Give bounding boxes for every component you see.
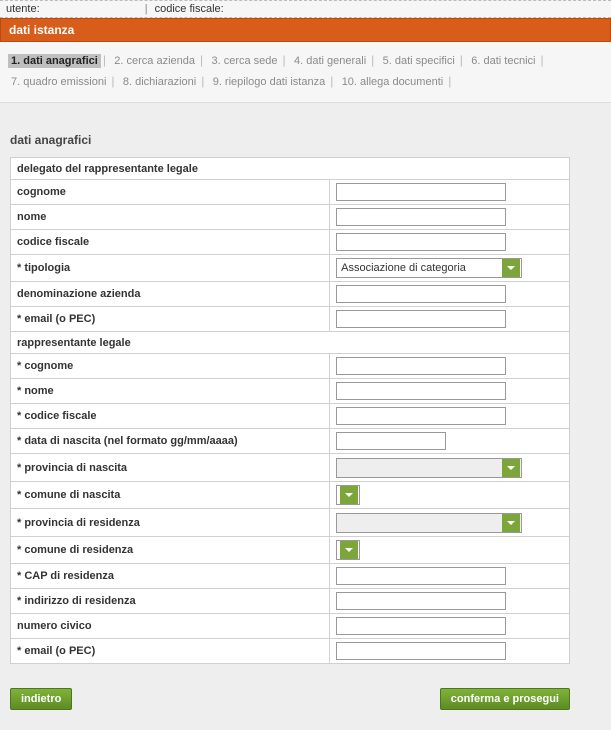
- select-r-com-nascita[interactable]: [336, 485, 360, 505]
- input-r-indirizzo[interactable]: [336, 592, 506, 610]
- input-r-civico[interactable]: [336, 617, 506, 635]
- chevron-down-icon: [502, 259, 520, 277]
- chevron-down-icon: [340, 541, 358, 559]
- label-nome: nome: [11, 205, 330, 230]
- wizard-step-6[interactable]: 6. dati tecnici: [468, 54, 538, 68]
- input-r-data-nascita[interactable]: [336, 432, 446, 450]
- form-title: dati anagrafici: [10, 133, 601, 147]
- chevron-down-icon: [502, 459, 520, 477]
- select-tipologia[interactable]: Associazione di categoria: [336, 258, 522, 278]
- select-tipologia-value: Associazione di categoria: [337, 262, 501, 274]
- label-r-prov-nascita: * provincia di nascita: [11, 454, 330, 482]
- input-nome[interactable]: [336, 208, 506, 226]
- topbar-separator: |: [145, 3, 148, 15]
- label-r-email-pec: * email (o PEC): [11, 639, 330, 664]
- wizard-step-2[interactable]: 2. cerca azienda: [111, 54, 198, 68]
- label-r-codice-fiscale: * codice fiscale: [11, 404, 330, 429]
- label-codice-fiscale: codice fiscale: [11, 230, 330, 255]
- wizard-step-5[interactable]: 5. dati specifici: [380, 54, 458, 68]
- anagrafici-form-table: delegato del rappresentante legale cogno…: [10, 157, 570, 664]
- label-r-prov-residenza: * provincia di residenza: [11, 509, 330, 537]
- wizard-step-10[interactable]: 10. allega documenti: [339, 75, 447, 89]
- label-r-com-nascita: * comune di nascita: [11, 482, 330, 509]
- input-r-codice-fiscale[interactable]: [336, 407, 506, 425]
- wizard-step-3[interactable]: 3. cerca sede: [208, 54, 280, 68]
- codice-fiscale-label: codice fiscale:: [155, 3, 224, 15]
- wizard-step-9[interactable]: 9. riepilogo dati istanza: [210, 75, 329, 89]
- label-cognome: cognome: [11, 180, 330, 205]
- confirm-next-button[interactable]: conferma e prosegui: [440, 688, 570, 710]
- wizard-step-7[interactable]: 7. quadro emissioni: [8, 75, 109, 89]
- group-delegato-header: delegato del rappresentante legale: [11, 158, 570, 180]
- label-r-indirizzo: * indirizzo di residenza: [11, 589, 330, 614]
- label-r-civico: numero civico: [11, 614, 330, 639]
- wizard-steps: 1. dati anagrafici| 2. cerca azienda| 3.…: [0, 42, 611, 103]
- input-r-nome[interactable]: [336, 382, 506, 400]
- label-r-cap: * CAP di residenza: [11, 564, 330, 589]
- group-rappresentante-header: rappresentante legale: [11, 332, 570, 354]
- utente-label: utente:: [6, 3, 40, 15]
- label-denominazione: denominazione azienda: [11, 282, 330, 307]
- wizard-step-8[interactable]: 8. dichiarazioni: [120, 75, 199, 89]
- label-tipologia: * tipologia: [11, 255, 330, 282]
- input-r-cap[interactable]: [336, 567, 506, 585]
- label-r-com-residenza: * comune di residenza: [11, 537, 330, 564]
- wizard-step-1[interactable]: 1. dati anagrafici: [8, 54, 101, 68]
- input-codice-fiscale[interactable]: [336, 233, 506, 251]
- label-r-nome: * nome: [11, 379, 330, 404]
- section-header-text: dati istanza: [9, 23, 74, 37]
- select-r-prov-residenza[interactable]: [336, 513, 522, 533]
- label-r-data-nascita: * data di nascita (nel formato gg/mm/aaa…: [11, 429, 330, 454]
- back-button[interactable]: indietro: [10, 688, 72, 710]
- chevron-down-icon: [340, 486, 358, 504]
- section-header: dati istanza: [0, 18, 611, 42]
- select-r-prov-nascita[interactable]: [336, 458, 522, 478]
- select-r-com-residenza[interactable]: [336, 540, 360, 560]
- input-r-email-pec[interactable]: [336, 642, 506, 660]
- wizard-step-4[interactable]: 4. dati generali: [291, 54, 369, 68]
- top-info-bar: utente: | codice fiscale:: [0, 0, 611, 18]
- input-denominazione[interactable]: [336, 285, 506, 303]
- input-cognome[interactable]: [336, 183, 506, 201]
- chevron-down-icon: [502, 514, 520, 532]
- input-r-cognome[interactable]: [336, 357, 506, 375]
- label-r-cognome: * cognome: [11, 354, 330, 379]
- input-email-pec[interactable]: [336, 310, 506, 328]
- label-email-pec: * email (o PEC): [11, 307, 330, 332]
